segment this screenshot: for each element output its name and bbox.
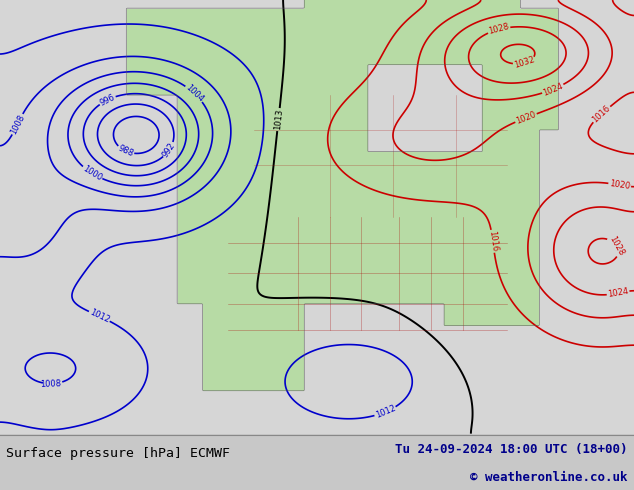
Text: 1024: 1024: [541, 81, 564, 98]
Text: 1013: 1013: [273, 109, 284, 130]
Text: 1028: 1028: [607, 234, 626, 257]
Text: 1012: 1012: [374, 404, 397, 420]
Text: 1016: 1016: [591, 104, 612, 124]
Text: Surface pressure [hPa] ECMWF: Surface pressure [hPa] ECMWF: [6, 447, 230, 460]
Text: Tu 24-09-2024 18:00 UTC (18+00): Tu 24-09-2024 18:00 UTC (18+00): [395, 443, 628, 456]
Text: 1008: 1008: [40, 379, 61, 389]
Text: 1020: 1020: [515, 110, 538, 126]
Text: 996: 996: [98, 93, 117, 107]
Text: 988: 988: [117, 144, 135, 158]
Text: 1004: 1004: [184, 83, 205, 104]
Text: 1016: 1016: [487, 230, 499, 252]
Text: 992: 992: [161, 141, 178, 159]
Text: 1000: 1000: [81, 164, 103, 183]
Text: 1012: 1012: [88, 308, 111, 325]
Text: 1024: 1024: [607, 287, 629, 299]
Text: 1008: 1008: [9, 113, 26, 136]
Text: 1028: 1028: [488, 22, 510, 36]
Text: 1020: 1020: [609, 179, 631, 191]
Text: © weatheronline.co.uk: © weatheronline.co.uk: [470, 471, 628, 484]
Text: 1032: 1032: [513, 55, 536, 70]
